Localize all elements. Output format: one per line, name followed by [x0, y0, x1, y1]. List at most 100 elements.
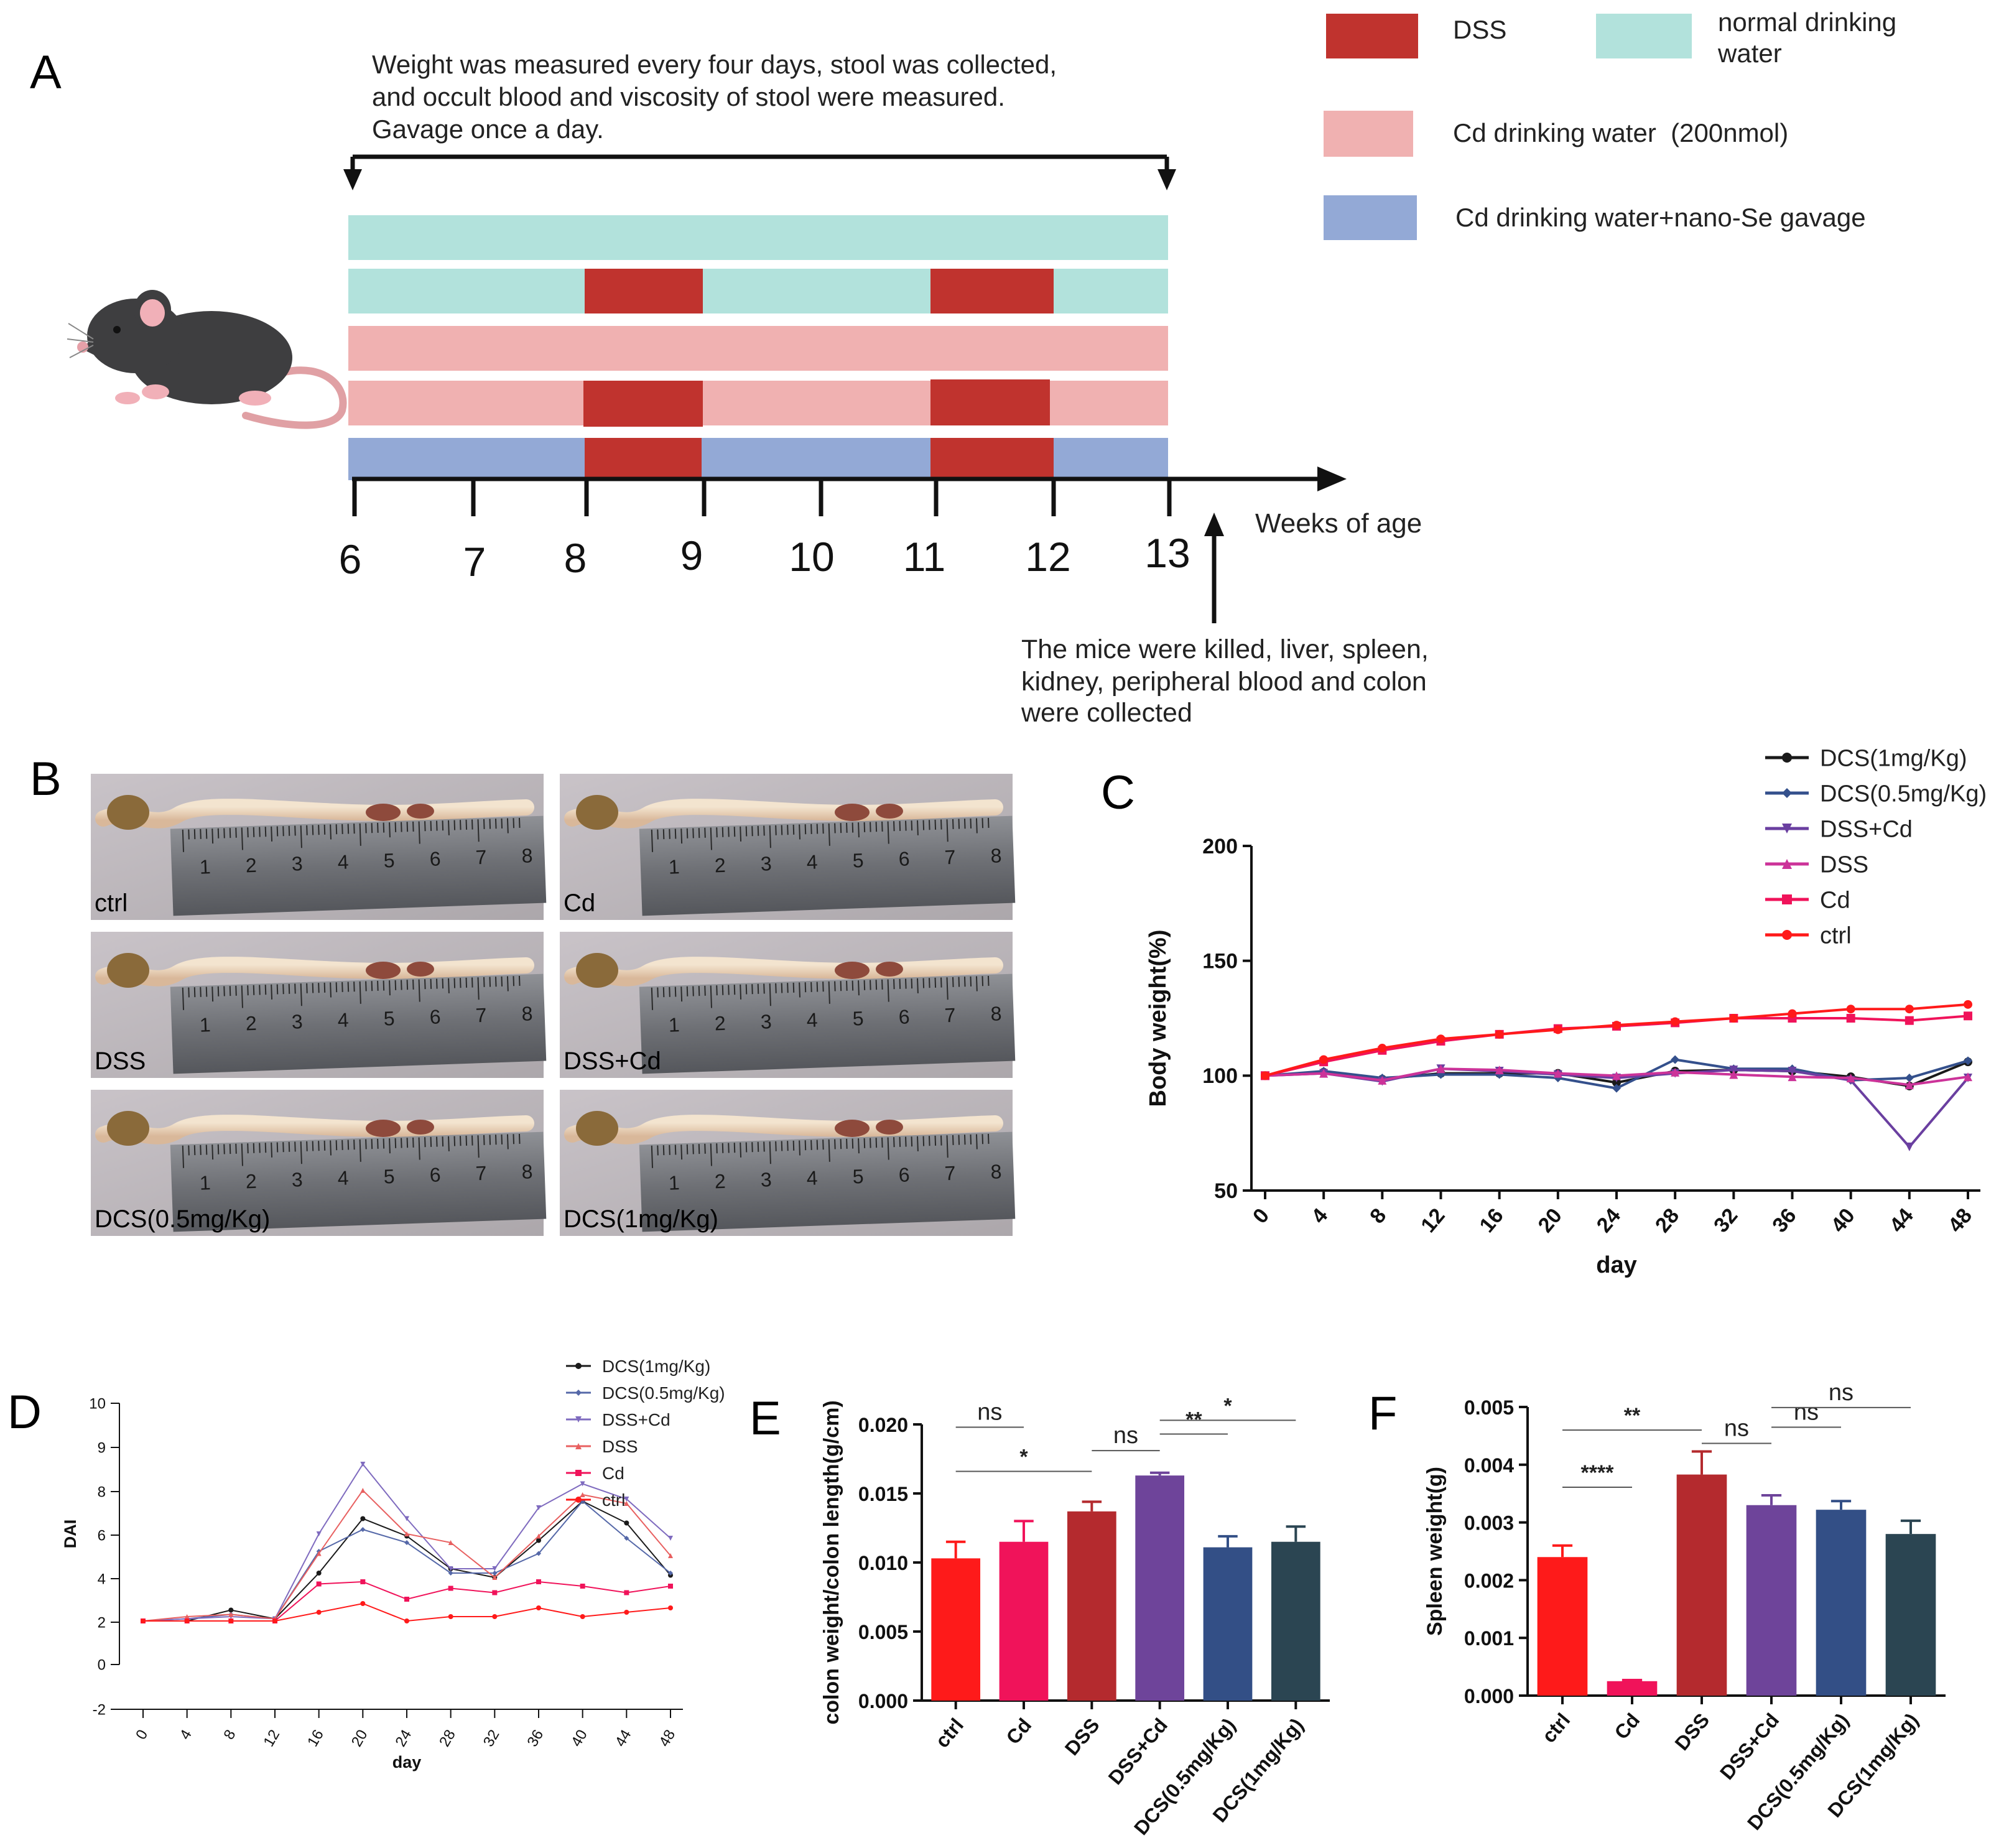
ruler-number: 5: [383, 1165, 395, 1188]
y-tick-label: 2: [98, 1614, 106, 1631]
legend-label: DSS+Cd: [1820, 816, 1913, 842]
data-point: [668, 1536, 673, 1541]
ruler-tick: [200, 1145, 202, 1155]
ruler-tick: [418, 1137, 420, 1160]
ruler-number: 5: [383, 849, 395, 872]
ruler-tick: [205, 1145, 208, 1155]
panel-label-c: C: [1101, 766, 1135, 819]
ruler-tick: [929, 978, 930, 988]
legend-label-cd-nano-se: Cd drinking water+nano-Se gavage: [1455, 203, 1866, 232]
data-point: [1378, 1075, 1387, 1085]
data-point: [492, 1566, 498, 1571]
ruler-tick: [211, 829, 214, 844]
data-point: [1782, 753, 1792, 763]
data-point: [360, 1579, 366, 1584]
ruler-tick: [745, 826, 748, 837]
ruler-tick: [318, 825, 320, 835]
legend-label: DCS(1mg/Kg): [1820, 745, 1967, 771]
ruler-number: 7: [944, 1004, 956, 1027]
legend-swatch-dss: [1326, 14, 1418, 58]
ruler-number: 8: [990, 1160, 1002, 1183]
x-tick-label: 28: [436, 1727, 459, 1750]
data-point: [1436, 1034, 1445, 1044]
ruler-number: 4: [806, 1009, 818, 1032]
legend-swatch-cd-nano-se: [1324, 195, 1417, 240]
ruler-tick: [828, 823, 830, 846]
ruler: [639, 815, 1016, 916]
ruler-tick: [981, 976, 984, 987]
ruler-number: 6: [898, 1163, 910, 1186]
data-point: [1905, 1080, 1914, 1090]
ruler-tick: [692, 828, 694, 838]
ruler-tick: [787, 983, 789, 993]
panel-f: F 0.000 0.001 0.002 0.003 0.004 0.005 Spleen w…: [1368, 1380, 1946, 1834]
ruler-tick: [810, 824, 812, 834]
legend-label: DCS(1mg/Kg): [602, 1357, 710, 1376]
ruler-tick: [698, 1144, 700, 1154]
ruler-tick: [513, 976, 515, 987]
data-point: [1378, 1044, 1387, 1053]
data-point: [1671, 1017, 1680, 1026]
ruler-tick: [970, 1134, 972, 1145]
treatment-legend: DSS normal drinking water Cd drinking wa…: [1324, 7, 1896, 240]
ruler-tick: [359, 823, 361, 846]
data-point: [536, 1505, 541, 1510]
bar: [1537, 1557, 1588, 1696]
legend-label: Cd: [602, 1464, 624, 1483]
ruler-tick: [513, 818, 515, 829]
ruler-number: 8: [521, 1002, 533, 1025]
colon-photo: 1 2 3 4 5 6 7 8 DSS+Cd: [560, 932, 1016, 1078]
stool-pellet: [876, 962, 903, 977]
ruler-tick: [389, 980, 391, 996]
ruler-tick: [406, 1138, 409, 1148]
ruler-tick: [217, 828, 220, 838]
ruler-tick: [489, 977, 491, 987]
ruler-number: 3: [760, 1168, 772, 1191]
ruler-tick: [751, 826, 753, 837]
data-point: [492, 1575, 498, 1580]
ruler-tick: [241, 1143, 243, 1166]
bar: [1203, 1547, 1253, 1701]
x-tick-label: 20: [1534, 1204, 1567, 1237]
y-tick-label: 0.000: [858, 1690, 908, 1712]
data-point: [1846, 1014, 1855, 1023]
x-tick-label: DSS+Cd: [1715, 1709, 1783, 1784]
axis-arrow-icon: [1317, 467, 1347, 491]
x-tick-label: Cd: [1610, 1709, 1644, 1744]
data-point: [1612, 1078, 1621, 1087]
spleen-weight-chart: 0.000 0.001 0.002 0.003 0.004 0.005 Spleen wei…: [1423, 1380, 1946, 1834]
y-tick-label: 0.003: [1464, 1512, 1514, 1535]
data-point: [1905, 1142, 1914, 1151]
y-axis-title: colon weight/colon length(g/cm): [820, 1400, 843, 1724]
ruler-tick: [875, 822, 878, 832]
ruler-tick: [946, 1135, 949, 1158]
data-point: [668, 1605, 673, 1610]
ruler-tick: [987, 975, 990, 986]
ruler-tick: [698, 986, 700, 996]
ruler-tick: [200, 987, 202, 997]
ruler-tick: [686, 1144, 689, 1154]
data-point: [316, 1581, 322, 1587]
data-point: [404, 1531, 409, 1536]
data-point: [668, 1553, 673, 1558]
ruler-tick: [223, 1144, 225, 1154]
cecum: [107, 795, 149, 830]
protocol-note-line2: and occult blood and viscosity of stool …: [372, 82, 1005, 111]
ruler-tick: [359, 981, 361, 1004]
ruler-number: 7: [475, 1162, 487, 1185]
significance-label: ns: [1724, 1415, 1749, 1441]
data-point: [624, 1501, 629, 1506]
group-row-ctrl: [348, 215, 1168, 260]
colon-specimen: [95, 1115, 534, 1145]
ruler-tick: [276, 1142, 279, 1153]
ruler-tick: [200, 829, 202, 839]
ruler-tick: [241, 827, 243, 850]
ruler-tick: [318, 983, 320, 993]
colon-specimen: [95, 799, 534, 829]
ruler-tick: [887, 979, 889, 1002]
data-point: [1729, 1070, 1738, 1079]
photo-label: DCS(1mg/Kg): [564, 1205, 718, 1233]
data-point: [228, 1612, 234, 1617]
